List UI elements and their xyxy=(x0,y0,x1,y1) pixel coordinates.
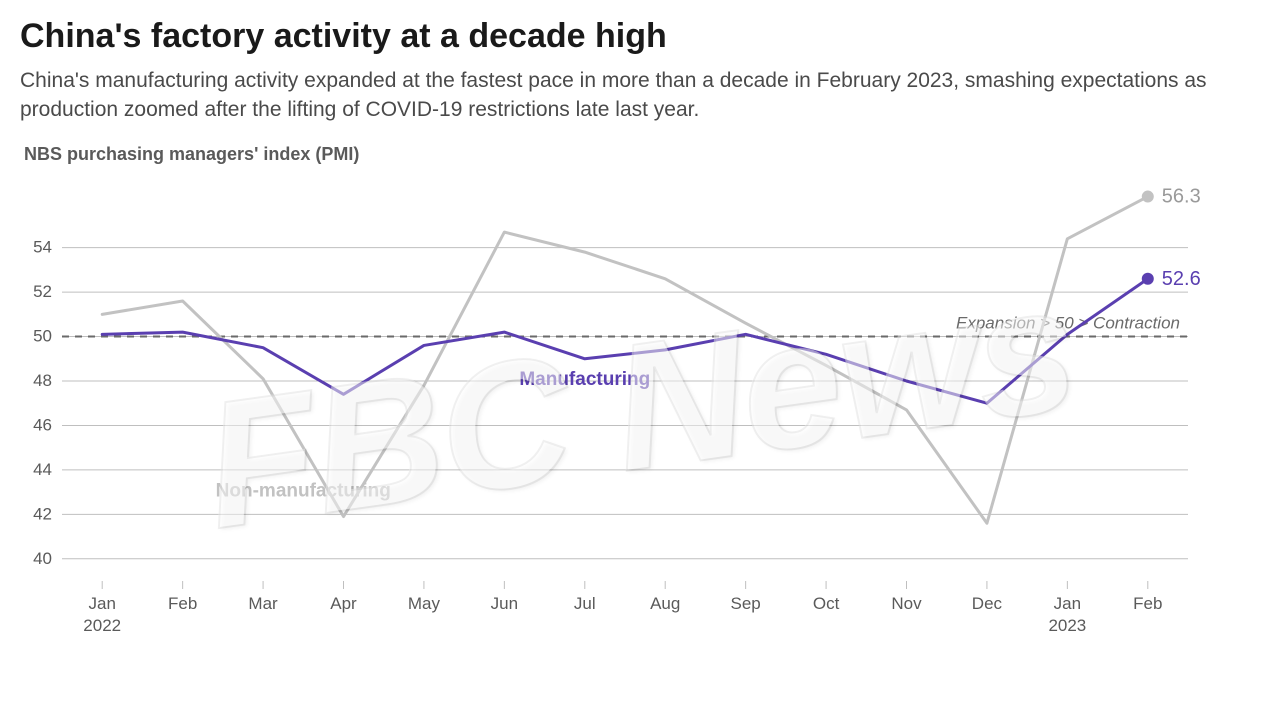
svg-text:Jun: Jun xyxy=(491,594,518,613)
svg-text:Aug: Aug xyxy=(650,594,680,613)
svg-text:2022: 2022 xyxy=(83,616,121,635)
svg-text:40: 40 xyxy=(33,549,52,568)
svg-text:Mar: Mar xyxy=(248,594,278,613)
svg-text:Jan: Jan xyxy=(89,594,116,613)
svg-text:Feb: Feb xyxy=(168,594,197,613)
svg-text:52: 52 xyxy=(33,282,52,301)
chart-container: China's factory activity at a decade hig… xyxy=(0,0,1280,651)
svg-text:Jul: Jul xyxy=(574,594,596,613)
svg-text:Expansion > 50 > Contraction: Expansion > 50 > Contraction xyxy=(956,314,1180,333)
svg-text:Feb: Feb xyxy=(1133,594,1162,613)
svg-text:Manufacturing: Manufacturing xyxy=(519,369,650,390)
svg-text:Dec: Dec xyxy=(972,594,1003,613)
svg-text:Apr: Apr xyxy=(330,594,357,613)
chart-subtitle: China's manufacturing activity expanded … xyxy=(20,67,1260,124)
svg-text:50: 50 xyxy=(33,327,52,346)
svg-text:Jan: Jan xyxy=(1054,594,1081,613)
chart-title: China's factory activity at a decade hig… xyxy=(20,18,1260,55)
chart-area: FBC News 4042444648505254Expansion > 50 … xyxy=(20,171,1260,651)
svg-text:42: 42 xyxy=(33,504,52,523)
svg-text:52.6: 52.6 xyxy=(1162,268,1201,290)
svg-text:56.3: 56.3 xyxy=(1162,186,1201,208)
svg-text:Nov: Nov xyxy=(891,594,922,613)
svg-text:Oct: Oct xyxy=(813,594,840,613)
y-axis-title: NBS purchasing managers' index (PMI) xyxy=(24,144,1260,165)
svg-text:48: 48 xyxy=(33,371,52,390)
svg-text:2023: 2023 xyxy=(1048,616,1086,635)
svg-text:May: May xyxy=(408,594,441,613)
svg-text:Sep: Sep xyxy=(731,594,761,613)
line-chart-svg: 40 42 44 46 48 50 52 54 Expansion > 50 > Contrac… xyxy=(20,171,1260,651)
svg-text:54: 54 xyxy=(33,238,52,257)
svg-text:46: 46 xyxy=(33,416,52,435)
svg-text:44: 44 xyxy=(33,460,52,479)
svg-text:Non-manufacturing: Non-manufacturing xyxy=(216,481,391,502)
